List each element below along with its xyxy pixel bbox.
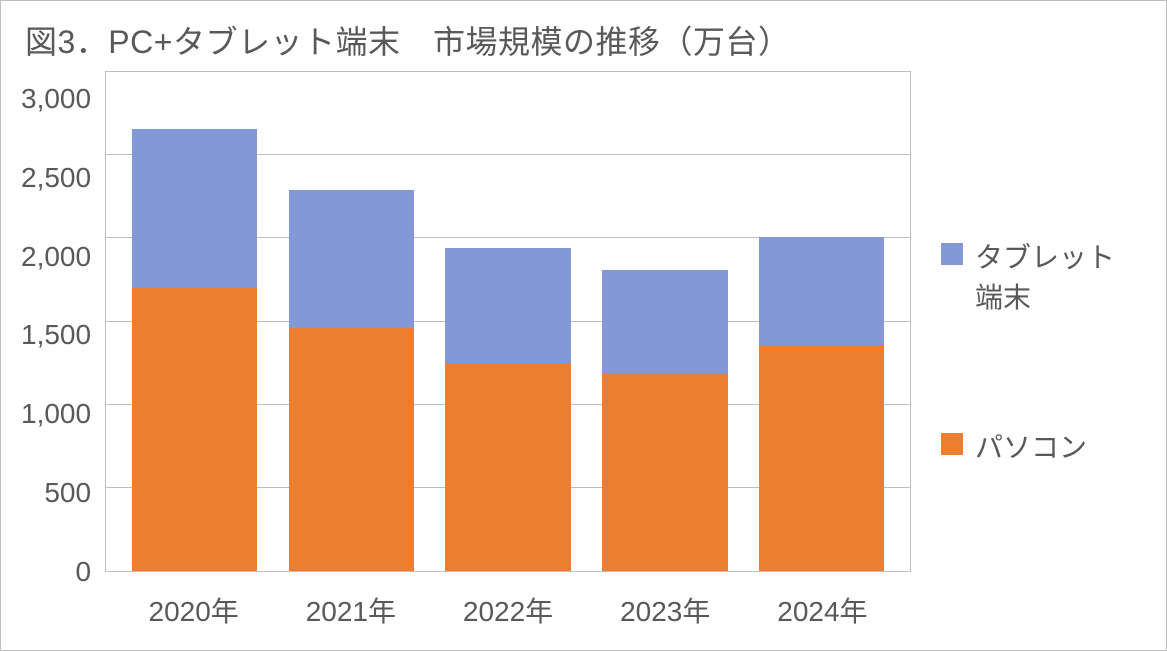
legend-label-tablet: タブレット 端末 — [975, 236, 1115, 316]
x-tick: 2024年 — [744, 590, 901, 630]
chart-body: 3,000 2,500 2,000 1,500 1,000 500 0 2020… — [21, 71, 1146, 630]
bar-segment-tablet — [132, 129, 257, 289]
plot-wrap: 2020年 2021年 2022年 2023年 2024年 — [105, 71, 911, 630]
y-tick: 2,000 — [21, 243, 91, 271]
bar-segment-pc — [759, 345, 884, 571]
y-tick: 1,500 — [21, 321, 91, 349]
legend-item-tablet: タブレット 端末 — [941, 236, 1146, 316]
bar-segment-pc — [289, 328, 414, 571]
chart-title: 図3．PC+タブレット端末 市場規模の推移（万台） — [25, 17, 1146, 63]
plot-area — [105, 71, 911, 572]
bar-column — [116, 72, 273, 571]
y-tick: 0 — [76, 558, 92, 586]
x-tick: 2021年 — [272, 590, 429, 630]
y-tick: 3,000 — [21, 85, 91, 113]
legend-swatch-tablet — [941, 243, 963, 265]
bar-segment-tablet — [602, 270, 727, 373]
y-tick: 500 — [44, 479, 91, 507]
bar-segment-pc — [445, 363, 570, 571]
y-tick: 2,500 — [21, 164, 91, 192]
bar-column — [430, 72, 587, 571]
bar-stack — [289, 72, 414, 571]
bar-segment-pc — [132, 288, 257, 571]
bar-column — [273, 72, 430, 571]
x-tick: 2023年 — [587, 590, 744, 630]
y-axis: 3,000 2,500 2,000 1,500 1,000 500 0 — [21, 71, 105, 630]
x-tick: 2022年 — [429, 590, 586, 630]
bar-column — [586, 72, 743, 571]
bar-column — [743, 72, 900, 571]
bar-segment-tablet — [289, 190, 414, 328]
legend-swatch-pc — [941, 433, 963, 455]
bar-stack — [132, 72, 257, 571]
x-axis: 2020年 2021年 2022年 2023年 2024年 — [105, 572, 911, 630]
legend-label-pc: パソコン — [975, 426, 1087, 466]
bar-segment-tablet — [445, 248, 570, 363]
bar-segment-tablet — [759, 237, 884, 345]
chart-frame: 図3．PC+タブレット端末 市場規模の推移（万台） 3,000 2,500 2,… — [0, 0, 1167, 651]
legend-item-pc: パソコン — [941, 426, 1146, 466]
x-tick: 2020年 — [115, 590, 272, 630]
bar-stack — [759, 72, 884, 571]
bar-segment-pc — [602, 373, 727, 571]
bars-container — [106, 72, 910, 571]
bar-stack — [445, 72, 570, 571]
bar-stack — [602, 72, 727, 571]
y-tick: 1,000 — [21, 400, 91, 428]
legend: タブレット 端末 パソコン — [911, 71, 1146, 630]
